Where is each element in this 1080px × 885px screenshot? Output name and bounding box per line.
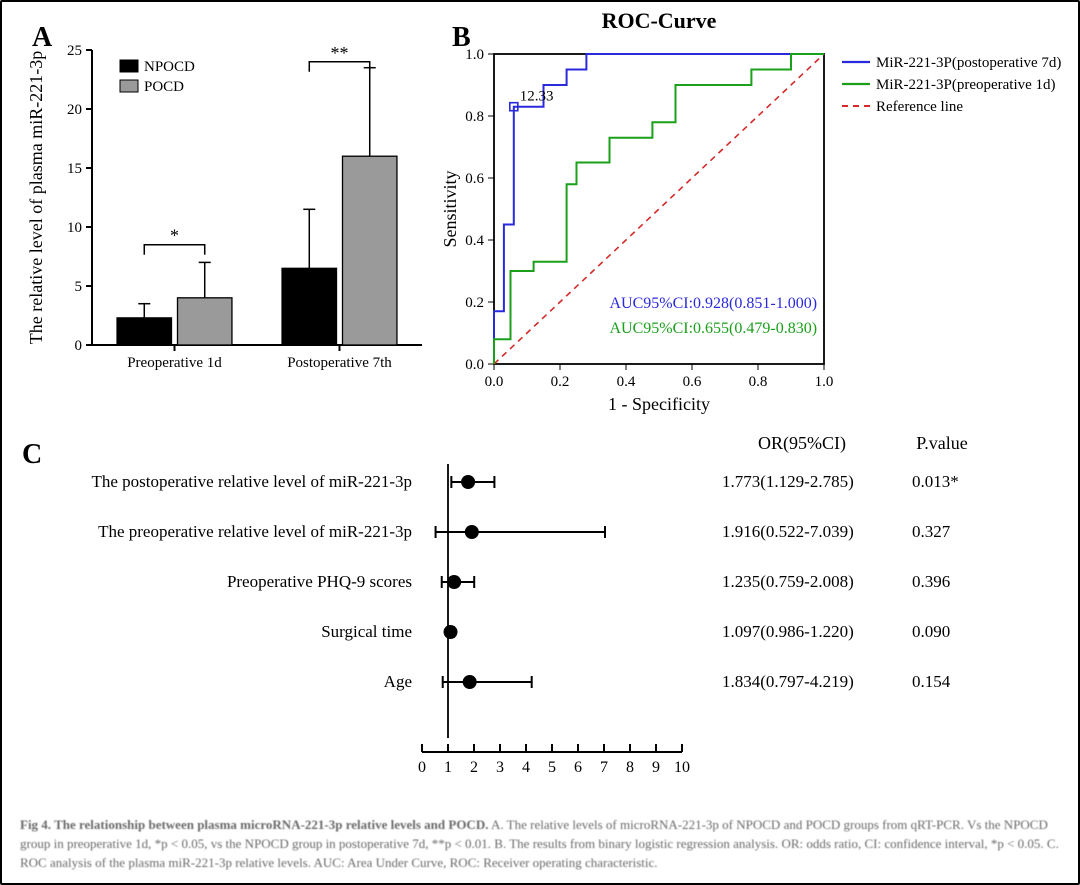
svg-text:0.2: 0.2 — [465, 295, 484, 311]
svg-text:AUC95%CI:0.655(0.479-0.830): AUC95%CI:0.655(0.479-0.830) — [610, 320, 818, 337]
svg-text:3: 3 — [496, 759, 504, 776]
svg-text:0.6: 0.6 — [465, 171, 484, 187]
svg-text:*: * — [170, 226, 179, 246]
svg-text:1.235(0.759-2.008): 1.235(0.759-2.008) — [722, 572, 854, 591]
svg-text:Postoperative 7th: Postoperative 7th — [287, 355, 392, 371]
svg-text:1.916(0.522-7.039): 1.916(0.522-7.039) — [722, 522, 854, 541]
svg-text:1 - Specificity: 1 - Specificity — [608, 394, 710, 414]
svg-text:0.8: 0.8 — [465, 109, 484, 125]
svg-text:Surgical time: Surgical time — [321, 622, 412, 641]
panel-b-roc-chart: BROC-Curve0.00.00.20.20.40.40.60.60.80.8… — [434, 2, 1074, 427]
svg-text:5: 5 — [548, 759, 556, 776]
svg-text:MiR-221-3P(preoperative 1d): MiR-221-3P(preoperative 1d) — [876, 77, 1056, 93]
svg-text:2: 2 — [470, 759, 478, 776]
svg-text:1.773(1.129-2.785): 1.773(1.129-2.785) — [722, 472, 854, 491]
svg-text:6: 6 — [574, 759, 582, 776]
svg-text:The preoperative relative leve: The preoperative relative level of miR-2… — [98, 522, 412, 541]
svg-text:20: 20 — [67, 102, 82, 118]
svg-text:MiR-221-3P(postoperative 7d): MiR-221-3P(postoperative 7d) — [876, 55, 1061, 71]
svg-text:1.0: 1.0 — [465, 47, 484, 63]
svg-text:1: 1 — [444, 759, 452, 776]
svg-text:AUC95%CI:0.928(0.851-1.000): AUC95%CI:0.928(0.851-1.000) — [610, 295, 818, 312]
svg-text:0.4: 0.4 — [617, 374, 636, 390]
svg-text:OR(95%CI): OR(95%CI) — [758, 433, 846, 454]
svg-text:POCD: POCD — [144, 79, 184, 95]
svg-text:**: ** — [331, 43, 349, 63]
svg-text:10: 10 — [674, 759, 690, 776]
svg-text:0.090: 0.090 — [912, 622, 950, 641]
figure-caption: Fig 4. The relationship between plasma m… — [20, 816, 1060, 873]
svg-text:9: 9 — [652, 759, 660, 776]
svg-text:0: 0 — [75, 338, 83, 354]
svg-text:7: 7 — [600, 759, 608, 776]
svg-text:8: 8 — [626, 759, 634, 776]
svg-text:25: 25 — [67, 43, 82, 59]
svg-text:1.834(0.797-4.219): 1.834(0.797-4.219) — [722, 672, 854, 691]
caption-bold: Fig 4. The relationship between plasma m… — [20, 817, 488, 832]
svg-text:0.6: 0.6 — [683, 374, 702, 390]
svg-text:1.0: 1.0 — [815, 374, 834, 390]
svg-text:4: 4 — [522, 759, 530, 776]
panel-c-forest-plot: C OR(95%CI) P.value The postoperative relat… — [12, 427, 1072, 787]
svg-text:0.8: 0.8 — [749, 374, 768, 390]
svg-text:0.2: 0.2 — [551, 374, 570, 390]
svg-text:Sensitivity: Sensitivity — [440, 170, 460, 247]
svg-text:NPOCD: NPOCD — [144, 59, 195, 75]
svg-text:Preoperative PHQ-9 scores: Preoperative PHQ-9 scores — [227, 572, 412, 591]
svg-text:15: 15 — [67, 161, 82, 177]
svg-text:0.0: 0.0 — [465, 357, 484, 373]
svg-text:0.0: 0.0 — [485, 374, 504, 390]
svg-text:0.4: 0.4 — [465, 233, 484, 249]
svg-text:C: C — [22, 439, 42, 470]
svg-text:10: 10 — [67, 220, 82, 236]
svg-text:Reference line: Reference line — [876, 99, 963, 115]
svg-text:The relative level of plasma m: The relative level of plasma miR-221-3p — [26, 51, 46, 344]
svg-text:0.396: 0.396 — [912, 572, 950, 591]
svg-text:Age: Age — [384, 672, 412, 691]
svg-text:0.013*: 0.013* — [912, 472, 959, 491]
svg-text:12.33: 12.33 — [520, 89, 554, 105]
svg-text:5: 5 — [75, 279, 83, 295]
svg-text:0: 0 — [418, 759, 426, 776]
svg-text:P.value: P.value — [916, 433, 968, 453]
svg-text:A: A — [32, 22, 53, 53]
svg-text:0.154: 0.154 — [912, 672, 951, 691]
panel-a-bar-chart: A 0 5 10 15 20 25 The relative level of plasma … — [10, 10, 440, 405]
svg-text:The postoperative relative lev: The postoperative relative level of miR-… — [91, 472, 412, 491]
svg-text:ROC-Curve: ROC-Curve — [602, 8, 717, 33]
svg-text:Preoperative 1d: Preoperative 1d — [127, 355, 222, 371]
svg-text:1.097(0.986-1.220): 1.097(0.986-1.220) — [722, 622, 854, 641]
svg-text:0.327: 0.327 — [912, 522, 951, 541]
